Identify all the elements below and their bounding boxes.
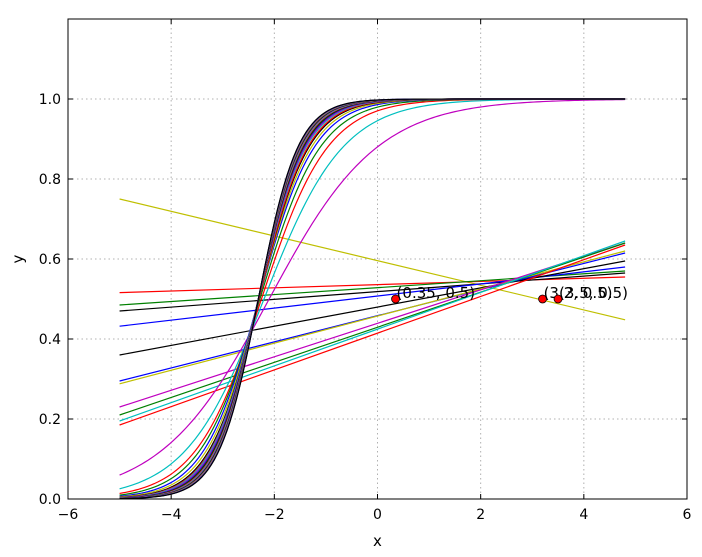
marker-point-2 — [538, 294, 547, 304]
series-line-11 — [119, 240, 626, 422]
y-tick-label: 0.2 — [39, 412, 61, 428]
series-line-12 — [119, 244, 626, 426]
series-line-13 — [119, 98, 626, 476]
series-line-6 — [119, 260, 626, 356]
y-tick-label: 0.4 — [39, 332, 61, 348]
marker-point-3 — [553, 294, 563, 304]
x-tick-label: 2 — [476, 507, 485, 523]
y-tick-label: 0.0 — [39, 492, 61, 508]
y-axis-label: y — [9, 254, 27, 263]
axis-ticks — [67, 19, 688, 500]
series-line-10 — [119, 242, 626, 416]
y-tick-label: 1.0 — [39, 92, 61, 108]
series-line-38 — [119, 98, 626, 500]
tick-labels: −6 −4 −2 0 2 4 6 0.0 0.2 0.4 0.6 0.8 1.0 — [39, 92, 692, 523]
x-tick-label: −4 — [161, 507, 182, 523]
y-tick-label: 0.8 — [39, 172, 61, 188]
point-annotation-3: (3.5, 0.5) — [559, 284, 628, 302]
marker-point-1 — [391, 294, 400, 304]
series-line-4 — [119, 272, 626, 312]
series-line-9 — [119, 242, 626, 408]
x-tick-label: −6 — [58, 507, 79, 523]
series-line-8 — [119, 250, 626, 385]
y-tick-label: 0.6 — [39, 252, 61, 268]
plot-lines — [119, 98, 626, 500]
point-annotation-1: (0.35, 0.5) — [397, 284, 476, 302]
x-tick-label: 6 — [683, 507, 692, 523]
x-tick-label: 4 — [579, 507, 588, 523]
x-axis-label: x — [373, 532, 382, 550]
x-tick-label: 0 — [373, 507, 382, 523]
annotated-points: (0.35, 0.5) (3.2, 0.5)(3.5, 0.5) — [391, 284, 628, 304]
x-tick-label: −2 — [264, 507, 285, 523]
